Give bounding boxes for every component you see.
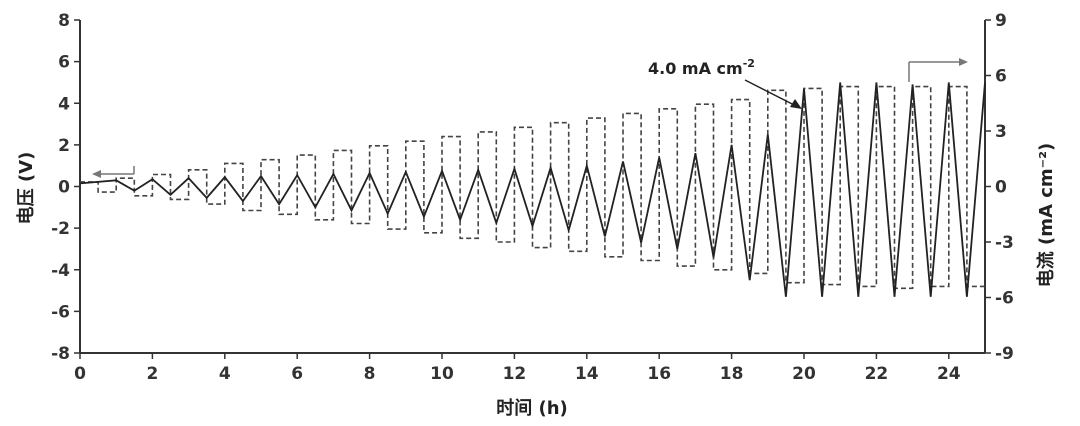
tick-layer: 0 2 4 6 8 10 12 14 16 18 20 22 24-8-6-4-202468-9-6-3… <box>51 11 1014 384</box>
left-y-tick-label: -4 <box>51 261 70 281</box>
right-axis-indicator-arrowhead <box>959 58 968 66</box>
annotation-main-text: 4.0 mA cm <box>648 59 743 78</box>
x-tick-label: 6 <box>291 364 303 384</box>
right-y-axis-title: 电流 (mA cm⁻²) <box>1035 143 1057 287</box>
x-tick-label: 10 <box>430 364 454 384</box>
left-y-axis-title: 电压 (V) <box>15 152 37 225</box>
annotation-label: 4.0 mA cm-2 <box>648 57 755 78</box>
x-tick-label: 12 <box>503 364 527 384</box>
left-y-tick-label: -6 <box>51 302 70 322</box>
left-y-tick-label: 8 <box>58 11 70 31</box>
x-tick-label: 16 <box>647 364 671 384</box>
right-y-tick-label: -3 <box>995 233 1014 253</box>
x-tick-label: 4 <box>219 364 231 384</box>
voltage-series-line <box>79 82 986 297</box>
left-y-tick-label: 4 <box>58 94 70 114</box>
right-y-tick-label: -6 <box>995 289 1014 309</box>
left-y-tick-label: 2 <box>58 136 70 156</box>
x-tick-label: 24 <box>937 364 961 384</box>
x-tick-label: 22 <box>865 364 889 384</box>
left-y-tick-label: 0 <box>58 178 70 198</box>
current-series-line <box>80 85 985 290</box>
right-y-tick-label: 3 <box>995 122 1007 142</box>
annotation-arrow <box>744 79 801 109</box>
left-y-tick-label: -8 <box>51 344 70 364</box>
x-axis-title: 时间 (h) <box>496 398 568 419</box>
left-axis-indicator-arrowhead <box>92 170 101 178</box>
x-tick-label: 14 <box>575 364 599 384</box>
series-layer <box>79 82 986 297</box>
right-y-tick-label: 9 <box>995 11 1007 31</box>
annotation-arrowhead <box>790 99 802 109</box>
right-y-tick-label: 6 <box>995 67 1007 87</box>
left-y-tick-label: -2 <box>51 219 70 239</box>
right-y-tick-label: 0 <box>995 178 1007 198</box>
annotation-superscript: -2 <box>743 57 755 70</box>
right-y-tick-label: -9 <box>995 344 1014 364</box>
x-tick-label: 20 <box>792 364 816 384</box>
left-y-tick-label: 6 <box>58 53 70 73</box>
x-tick-label: 0 <box>74 364 86 384</box>
x-tick-label: 8 <box>364 364 376 384</box>
x-tick-label: 18 <box>720 364 744 384</box>
x-tick-label: 2 <box>146 364 158 384</box>
